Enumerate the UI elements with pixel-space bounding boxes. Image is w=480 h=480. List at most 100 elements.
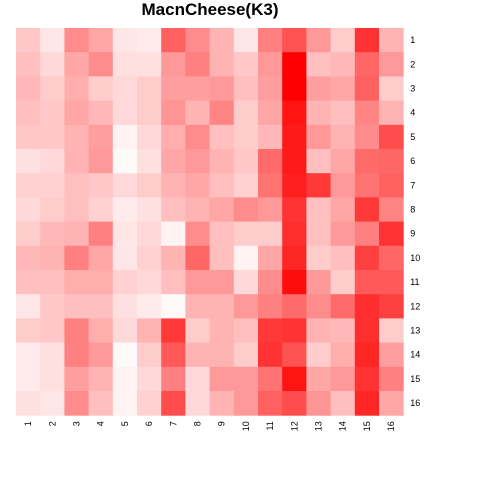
heatmap-cell [354, 76, 380, 102]
heatmap-cell [330, 149, 356, 174]
heatmap-cell [88, 52, 114, 77]
heatmap-cell [185, 221, 211, 247]
heatmap-cell [209, 149, 235, 174]
heatmap-cell [306, 391, 332, 416]
heatmap-cell [354, 173, 380, 198]
heatmap-cell [330, 124, 356, 150]
heatmap-cell [233, 197, 259, 223]
heatmap-cell [282, 52, 307, 77]
heatmap-cell [112, 366, 138, 392]
column-tick-label: 12 [289, 421, 299, 431]
heatmap-cell [379, 28, 404, 53]
heatmap-cell [16, 76, 41, 102]
heatmap-cell [379, 270, 404, 295]
heatmap-cell [16, 149, 41, 174]
heatmap-cell [88, 366, 114, 392]
heatmap-cell [112, 124, 138, 150]
heatmap-cell [282, 342, 307, 368]
heatmap-cell [354, 318, 380, 344]
column-tick-label: 7 [168, 421, 178, 426]
heatmap-cell [306, 149, 332, 174]
chart-title: MacnCheese(K3) [141, 0, 279, 19]
heatmap-cell [88, 149, 114, 174]
heatmap-cell [233, 124, 259, 150]
heatmap-cell [64, 173, 90, 198]
heatmap-cell [40, 294, 65, 319]
heatmap-cell [112, 342, 138, 368]
heatmap-cell [88, 245, 114, 271]
heatmap-cell [137, 294, 162, 319]
heatmap-cell [112, 197, 138, 223]
heatmap-cell [112, 270, 138, 295]
heatmap-cell [233, 366, 259, 392]
row-tick-label: 11 [410, 277, 419, 287]
row-tick-label: 3 [410, 84, 415, 94]
heatmap-cell [258, 221, 283, 247]
column-tick-label: 4 [96, 421, 106, 426]
heatmap-cell [161, 173, 186, 198]
heatmap-cell [161, 28, 186, 53]
heatmap-cell [64, 245, 90, 271]
heatmap-cell [330, 294, 356, 319]
heatmap-cell [161, 197, 186, 223]
heatmap-cell [306, 100, 332, 126]
heatmap-cell [88, 76, 114, 102]
heatmap-cell [209, 28, 235, 53]
heatmap-cell [306, 197, 332, 223]
row-tick-label: 8 [410, 205, 415, 215]
heatmap-cell [161, 294, 186, 319]
heatmap-cell [112, 391, 138, 416]
heatmap-cell [209, 245, 235, 271]
heatmap-cell [330, 245, 356, 271]
heatmap-cell [40, 28, 65, 53]
heatmap-cell [379, 173, 404, 198]
column-tick-label: 1 [23, 421, 33, 426]
heatmap-cell [354, 245, 380, 271]
heatmap-cell [88, 342, 114, 368]
heatmap-cell [330, 270, 356, 295]
heatmap-cell [88, 294, 114, 319]
heatmap-cell [258, 76, 283, 102]
heatmap-cell [16, 270, 41, 295]
heatmap-cell [258, 391, 283, 416]
row-tick-label: 4 [410, 108, 415, 118]
heatmap-cell [306, 76, 332, 102]
heatmap-cells [16, 28, 404, 416]
heatmap-cell [16, 245, 41, 271]
heatmap-cell [112, 100, 138, 126]
column-tick-label: 15 [362, 421, 372, 431]
heatmap-cell [185, 391, 211, 416]
heatmap-cell [88, 124, 114, 150]
heatmap-cell [233, 270, 259, 295]
heatmap-cell [137, 149, 162, 174]
heatmap-cell [330, 52, 356, 77]
heatmap-cell [88, 100, 114, 126]
heatmap-cell [258, 245, 283, 271]
heatmap-cell [258, 294, 283, 319]
heatmap-cell [209, 270, 235, 295]
heatmap-cell [209, 52, 235, 77]
heatmap-cell [209, 76, 235, 102]
heatmap-cell [161, 100, 186, 126]
heatmap-cell [161, 366, 186, 392]
heatmap-cell [88, 270, 114, 295]
heatmap-cell [64, 318, 90, 344]
heatmap-cell [161, 391, 186, 416]
row-tick-label: 5 [410, 132, 415, 142]
heatmap-cell [161, 245, 186, 271]
row-tick-label: 6 [410, 156, 415, 166]
heatmap-cell [306, 294, 332, 319]
heatmap-cell [282, 28, 307, 53]
row-tick-label: 14 [410, 350, 420, 360]
heatmap-cell [16, 221, 41, 247]
heatmap-cell [282, 173, 307, 198]
heatmap-cell [112, 76, 138, 102]
heatmap-cell [330, 391, 356, 416]
column-tick-label: 2 [47, 421, 57, 426]
heatmap-cell [209, 124, 235, 150]
heatmap-cell [112, 294, 138, 319]
heatmap-cell [40, 366, 65, 392]
heatmap-cell [161, 342, 186, 368]
